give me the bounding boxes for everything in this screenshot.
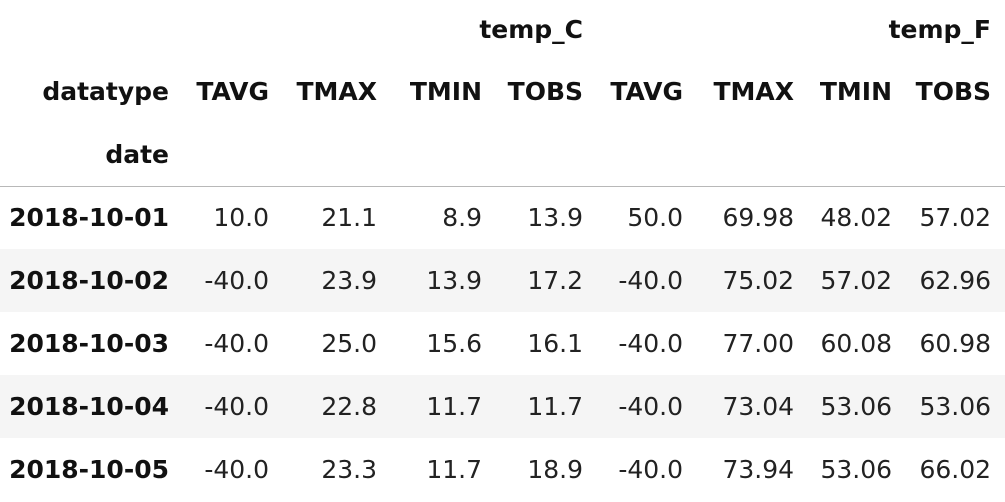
column-group-temp-f: temp_F (888, 14, 992, 44)
column-header: TMIN (409, 76, 482, 106)
table-body: 2018-10-01 10.0 21.1 8.9 13.9 50.0 69.98 48.02 5… (0, 186, 1005, 501)
column-header: TAVG (196, 76, 269, 106)
table-cell: -40.0 (204, 392, 269, 421)
table-cell: 13.9 (426, 266, 482, 295)
columns-name-label: datatype (42, 76, 169, 106)
column-header: TMAX (296, 76, 377, 106)
row-index-date: 2018-10-05 (9, 455, 169, 484)
table-cell: 62.96 (919, 266, 992, 295)
table-cell: -40.0 (618, 266, 684, 295)
table-cell: 23.9 (321, 266, 377, 295)
row-index-date: 2018-10-03 (9, 329, 169, 358)
table-cell: 10.0 (213, 203, 269, 233)
table-cell: 11.7 (426, 392, 482, 421)
index-name-label: date (0, 124, 183, 187)
table-cell: 23.3 (321, 455, 377, 484)
table-cell: 18.9 (527, 455, 584, 484)
table-cell: 16.1 (527, 329, 584, 358)
table-cell: 53.06 (820, 455, 893, 484)
column-group-temp-c: temp_C (479, 14, 584, 44)
table-cell: -40.0 (204, 329, 269, 358)
table-cell: 11.7 (527, 392, 584, 421)
column-header: TAVG (610, 76, 684, 106)
table-cell: -40.0 (618, 392, 684, 421)
table-cell: 15.6 (426, 329, 482, 358)
table-cell: 17.2 (527, 266, 584, 295)
table-cell: 11.7 (426, 455, 482, 484)
table-cell: 8.9 (442, 203, 482, 233)
row-index-date: 2018-10-02 (9, 266, 169, 295)
table-cell: 73.04 (722, 392, 795, 421)
table-cell: 21.1 (321, 203, 377, 233)
table-row: 2018-10-01 10.0 21.1 8.9 13.9 50.0 69.98 48.02 5… (0, 186, 1005, 249)
table-cell: -40.0 (618, 329, 684, 358)
table-cell: 75.02 (722, 266, 795, 295)
table-row: 2018-10-05 -40.0 23.3 11.7 18.9 -40.0 73.94 53.… (0, 438, 1005, 501)
column-header: TOBS (507, 76, 584, 106)
table-cell: 48.02 (820, 203, 893, 233)
table-row: 2018-10-04 -40.0 22.8 11.7 11.7 -40.0 73.04 53.… (0, 375, 1005, 438)
table-cell: 57.02 (820, 266, 893, 295)
column-header: TMAX (713, 76, 795, 106)
table-cell: 60.08 (820, 329, 893, 358)
column-header: TOBS (915, 76, 992, 106)
row-index-date: 2018-10-04 (9, 392, 169, 421)
table-cell: -40.0 (618, 455, 684, 484)
empty-corner-cell (0, 0, 183, 58)
table-cell: 66.02 (919, 455, 992, 484)
column-group-header-row: temp_C temp_F (0, 0, 1005, 58)
table-cell: 13.9 (527, 203, 584, 233)
row-index-date: 2018-10-01 (9, 203, 169, 233)
table-cell: 60.98 (919, 329, 992, 358)
table-cell: -40.0 (204, 266, 269, 295)
column-header: TMIN (819, 76, 893, 106)
table-row: 2018-10-02 -40.0 23.9 13.9 17.2 -40.0 75.02 57.… (0, 249, 1005, 312)
column-header-row: datatype TAVG TMAX TMIN TOBS TAVG TMAX T… (0, 58, 1005, 124)
table-cell: 50.0 (627, 203, 684, 233)
index-name-row: date (0, 124, 1005, 187)
table-header: temp_C temp_F datatype TAVG TMAX TMIN TO… (0, 0, 1005, 187)
table-cell: 53.06 (919, 392, 992, 421)
table-cell: 69.98 (722, 203, 795, 233)
table-cell: 77.00 (722, 329, 795, 358)
table-cell: 25.0 (321, 329, 377, 358)
table-cell: -40.0 (204, 455, 269, 484)
table-cell: 73.94 (722, 455, 795, 484)
table-cell: 53.06 (820, 392, 893, 421)
table-cell: 22.8 (321, 392, 377, 421)
table-row: 2018-10-03 -40.0 25.0 15.6 16.1 -40.0 77.00 60.… (0, 312, 1005, 375)
table-cell: 57.02 (919, 203, 992, 233)
